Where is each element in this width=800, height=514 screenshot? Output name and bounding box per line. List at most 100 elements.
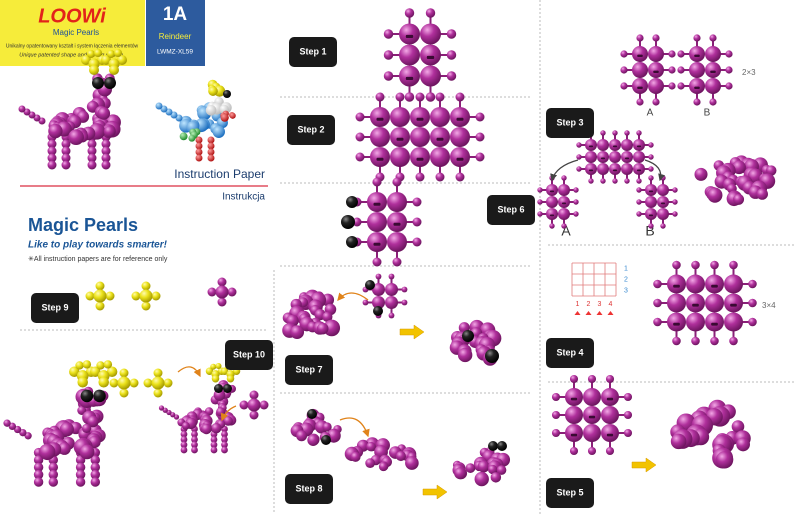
pearl	[653, 279, 662, 289]
pearl	[689, 78, 705, 94]
pearl	[395, 451, 406, 462]
pearl	[766, 165, 777, 176]
step-badge	[487, 195, 535, 225]
pearl	[47, 146, 57, 156]
pearl	[210, 363, 217, 370]
pearl	[636, 211, 642, 217]
pearl	[410, 147, 430, 167]
pearl	[370, 127, 390, 147]
pearl	[490, 472, 502, 483]
pearl	[101, 160, 111, 170]
pearl	[686, 274, 705, 294]
pearl	[103, 360, 113, 369]
pearl	[372, 283, 385, 296]
pearl	[621, 163, 633, 175]
pearl	[450, 107, 470, 127]
pearl	[96, 361, 105, 370]
pearl	[597, 139, 609, 151]
pearl	[387, 232, 407, 252]
pearl	[39, 443, 56, 461]
pearl	[87, 146, 97, 156]
pearl	[551, 410, 561, 420]
pearl	[375, 273, 382, 280]
model-id: LWMZ-XL59	[157, 49, 193, 56]
pearl	[101, 139, 111, 149]
pearl	[561, 175, 567, 181]
step-label: Step 9	[41, 302, 68, 312]
pearl	[633, 139, 645, 151]
pearl	[33, 469, 44, 480]
pearl	[290, 325, 305, 340]
pearl	[372, 177, 382, 187]
pearl	[155, 102, 163, 110]
pearl	[48, 469, 59, 480]
pearl	[211, 375, 220, 383]
pearl	[180, 446, 188, 454]
pearl	[551, 428, 561, 438]
pearl	[636, 187, 642, 193]
pearl	[672, 211, 678, 217]
pearl	[583, 406, 601, 424]
marker	[596, 311, 603, 315]
pearl	[636, 130, 642, 136]
part-label: B	[704, 108, 711, 119]
pearl-hole	[637, 86, 643, 90]
pearl-hole	[636, 169, 642, 172]
pearl-hole	[456, 157, 464, 161]
instruction-pl: Instrukcja	[222, 192, 265, 203]
pearl-hole	[612, 169, 618, 172]
pearl	[455, 172, 465, 182]
pearl	[565, 388, 583, 406]
arrow	[339, 417, 370, 438]
pearl	[748, 317, 757, 327]
pearl	[191, 446, 198, 454]
logo: LOOWi	[38, 5, 106, 27]
pearl	[668, 82, 676, 90]
tagline-pl: Unikalny opatentowany kształt i system ł…	[6, 43, 139, 49]
pearl-hole	[570, 397, 578, 401]
row-label: 1	[624, 265, 628, 272]
pearl	[573, 199, 579, 205]
pearl	[80, 389, 94, 403]
pearl	[90, 455, 101, 465]
pearl	[612, 130, 618, 136]
pearl	[420, 65, 441, 87]
pearl	[180, 436, 188, 443]
pearl	[672, 336, 681, 346]
pearl	[569, 374, 579, 384]
pearl	[597, 163, 609, 175]
pearl	[59, 422, 74, 437]
pearl	[549, 223, 555, 229]
pearl	[97, 107, 111, 120]
pearl	[652, 98, 660, 106]
pearl	[395, 92, 405, 102]
pearl	[239, 400, 249, 410]
pearl	[370, 147, 390, 167]
pearl	[355, 112, 365, 122]
pearl	[229, 112, 236, 119]
pearl	[346, 236, 358, 248]
pearl	[667, 274, 686, 294]
pearl	[691, 260, 700, 270]
pearl	[221, 446, 228, 454]
pearl	[546, 196, 558, 208]
pearl	[585, 151, 597, 163]
pearl-hole	[549, 190, 555, 193]
pearl	[215, 285, 229, 299]
pearl	[612, 178, 618, 184]
pearl-hole	[673, 322, 680, 326]
pearl	[620, 50, 628, 58]
pearl	[18, 105, 26, 113]
pearl	[725, 66, 733, 74]
pearl-hole	[588, 145, 594, 148]
pearl	[756, 188, 768, 200]
pearl	[585, 139, 597, 151]
pearl	[307, 409, 317, 419]
pearl-hole	[426, 55, 435, 59]
pearl	[709, 98, 717, 106]
intro-title: Magic Pearls	[28, 215, 138, 235]
pearl	[601, 388, 619, 406]
pearl-hole	[694, 54, 700, 58]
pearl	[195, 142, 203, 150]
pearl	[705, 293, 724, 313]
